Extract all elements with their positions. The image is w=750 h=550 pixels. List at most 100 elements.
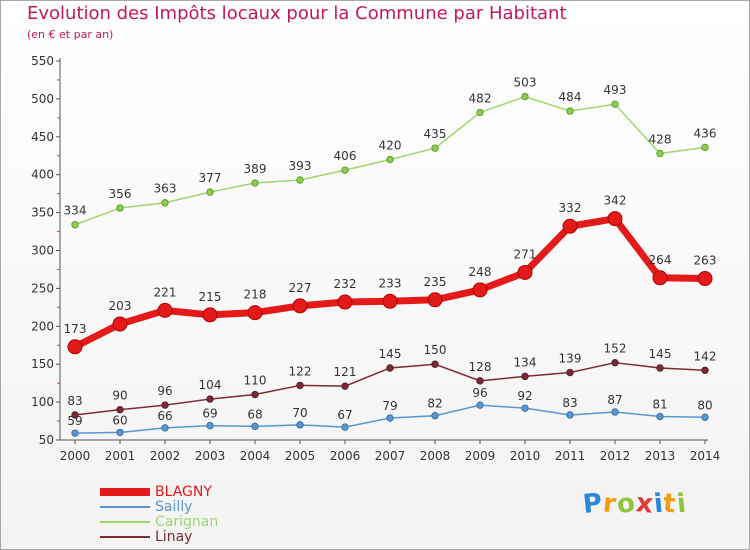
- legend-label: Sailly: [155, 498, 193, 515]
- data-label-linay: 150: [424, 343, 447, 357]
- data-label-carignan: 389: [244, 162, 267, 176]
- data-label-carignan: 420: [379, 139, 402, 153]
- data-label-linay: 145: [379, 347, 402, 361]
- x-tick-label: 2002: [150, 449, 181, 463]
- data-label-sailly: 80: [697, 398, 712, 412]
- data-point-blagny: [202, 307, 218, 323]
- data-label-linay: 90: [112, 389, 127, 403]
- data-label-linay: 122: [289, 364, 312, 378]
- x-tick-label: 2013: [645, 449, 676, 463]
- legend: BLAGNY Sailly Carignan Linay: [100, 484, 218, 544]
- data-point-sailly: [206, 421, 214, 430]
- data-point-sailly: [341, 423, 349, 431]
- data-point-sailly: [611, 408, 619, 416]
- data-point-sailly: [431, 412, 439, 420]
- data-label-sailly: 68: [247, 407, 262, 421]
- y-tick-label: 250: [31, 281, 54, 295]
- data-label-sailly: 66: [157, 409, 172, 423]
- data-point-blagny: [112, 316, 128, 332]
- data-point-blagny: [382, 293, 398, 309]
- data-point-linay: [431, 360, 439, 368]
- data-point-carignan: [251, 179, 259, 187]
- data-point-carignan: [611, 100, 619, 108]
- data-point-linay: [206, 395, 214, 403]
- y-tick-label: 550: [31, 54, 54, 68]
- legend-label: Linay: [155, 528, 193, 545]
- x-tick-label: 2001: [105, 449, 136, 463]
- data-point-linay: [476, 377, 484, 385]
- data-label-linay: 134: [514, 355, 537, 369]
- data-point-blagny: [607, 211, 623, 227]
- data-label-blagny: 173: [64, 322, 87, 336]
- data-label-linay: 128: [469, 360, 492, 374]
- data-point-sailly: [116, 428, 124, 437]
- data-label-linay: 96: [157, 384, 172, 398]
- data-point-blagny: [472, 282, 488, 298]
- x-tick-label: 2004: [240, 449, 271, 463]
- data-label-blagny: 215: [199, 290, 222, 304]
- data-label-sailly: 69: [202, 407, 217, 421]
- data-label-sailly: 79: [382, 399, 397, 413]
- data-label-sailly: 83: [562, 396, 577, 410]
- legend-item-linay: Linay: [100, 529, 218, 544]
- data-point-linay: [701, 366, 709, 374]
- legend-swatch: [100, 505, 150, 508]
- data-label-carignan: 435: [424, 127, 447, 141]
- data-point-sailly: [701, 413, 709, 421]
- data-point-sailly: [71, 429, 79, 437]
- data-label-carignan: 334: [64, 204, 87, 218]
- data-label-blagny: 271: [514, 247, 537, 261]
- data-point-carignan: [161, 199, 169, 207]
- data-label-sailly: 81: [652, 398, 667, 412]
- x-tick-label: 2012: [600, 449, 631, 463]
- data-label-linay: 152: [604, 342, 627, 356]
- data-label-linay: 83: [67, 394, 82, 408]
- data-point-carignan: [296, 176, 304, 184]
- data-point-blagny: [697, 271, 713, 287]
- y-tick-label: 300: [31, 244, 54, 258]
- data-label-blagny: 235: [424, 275, 447, 289]
- legend-item-sailly: Sailly: [100, 499, 218, 514]
- data-label-linay: 121: [334, 365, 357, 379]
- data-label-blagny: 232: [334, 277, 357, 291]
- x-tick-label: 2005: [285, 449, 316, 463]
- data-label-carignan: 436: [694, 126, 717, 140]
- data-label-blagny: 342: [604, 194, 627, 208]
- data-point-carignan: [656, 149, 664, 158]
- x-tick-label: 2010: [510, 449, 541, 463]
- data-label-blagny: 221: [154, 285, 177, 299]
- data-label-sailly: 96: [472, 386, 487, 400]
- data-point-sailly: [521, 404, 529, 412]
- data-label-blagny: 264: [649, 253, 672, 267]
- chart-title: Evolution des Impôts locaux pour la Comm…: [27, 3, 567, 24]
- data-point-blagny: [427, 292, 443, 308]
- data-label-carignan: 493: [604, 83, 627, 97]
- data-label-linay: 145: [649, 347, 672, 361]
- data-point-carignan: [386, 155, 394, 164]
- legend-item-carignan: Carignan: [100, 514, 218, 529]
- x-tick-label: 2014: [690, 449, 721, 463]
- data-label-sailly: 92: [517, 389, 532, 403]
- data-point-sailly: [656, 412, 664, 421]
- chart-subtitle: (en € et par an): [27, 28, 114, 41]
- data-label-sailly: 67: [337, 408, 352, 422]
- x-tick-label: 2006: [330, 449, 361, 463]
- data-point-linay: [251, 390, 259, 399]
- data-label-sailly: 59: [67, 414, 82, 428]
- data-point-carignan: [701, 143, 709, 152]
- data-point-linay: [611, 358, 619, 367]
- legend-label: BLAGNY: [155, 483, 212, 500]
- data-label-sailly: 87: [607, 393, 622, 407]
- data-point-linay: [296, 381, 304, 390]
- data-label-linay: 139: [559, 352, 582, 366]
- data-point-blagny: [247, 305, 263, 321]
- data-point-carignan: [476, 108, 484, 117]
- legend-swatch: [100, 535, 150, 538]
- data-point-sailly: [386, 414, 394, 422]
- data-label-linay: 142: [694, 349, 717, 363]
- y-tick-label: 450: [31, 130, 54, 144]
- y-tick-label: 150: [31, 357, 54, 371]
- x-tick-label: 2000: [60, 449, 91, 463]
- data-point-sailly: [161, 424, 169, 432]
